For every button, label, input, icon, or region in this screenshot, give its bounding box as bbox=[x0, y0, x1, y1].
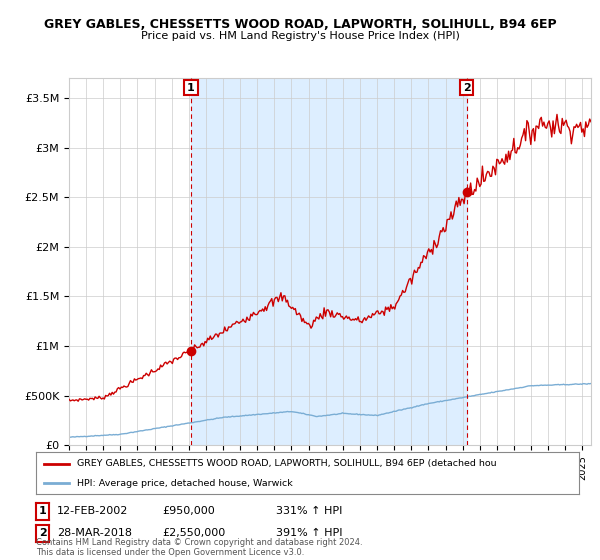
Text: HPI: Average price, detached house, Warwick: HPI: Average price, detached house, Warw… bbox=[77, 479, 292, 488]
Text: 331% ↑ HPI: 331% ↑ HPI bbox=[276, 506, 343, 516]
Text: 1: 1 bbox=[39, 506, 46, 516]
Text: Contains HM Land Registry data © Crown copyright and database right 2024.
This d: Contains HM Land Registry data © Crown c… bbox=[36, 538, 362, 557]
Text: GREY GABLES, CHESSETTS WOOD ROAD, LAPWORTH, SOLIHULL, B94 6EP: GREY GABLES, CHESSETTS WOOD ROAD, LAPWOR… bbox=[44, 18, 556, 31]
Text: 1: 1 bbox=[187, 82, 195, 92]
Text: 391% ↑ HPI: 391% ↑ HPI bbox=[276, 528, 343, 538]
Text: 12-FEB-2002: 12-FEB-2002 bbox=[57, 506, 128, 516]
Bar bbox=[191, 78, 467, 445]
Text: GREY GABLES, CHESSETTS WOOD ROAD, LAPWORTH, SOLIHULL, B94 6EP (detached hou: GREY GABLES, CHESSETTS WOOD ROAD, LAPWOR… bbox=[77, 459, 496, 468]
Text: £2,550,000: £2,550,000 bbox=[162, 528, 225, 538]
Text: 2: 2 bbox=[39, 528, 46, 538]
Text: 28-MAR-2018: 28-MAR-2018 bbox=[57, 528, 132, 538]
Text: Price paid vs. HM Land Registry's House Price Index (HPI): Price paid vs. HM Land Registry's House … bbox=[140, 31, 460, 41]
Text: £950,000: £950,000 bbox=[162, 506, 215, 516]
Text: 2: 2 bbox=[463, 82, 470, 92]
